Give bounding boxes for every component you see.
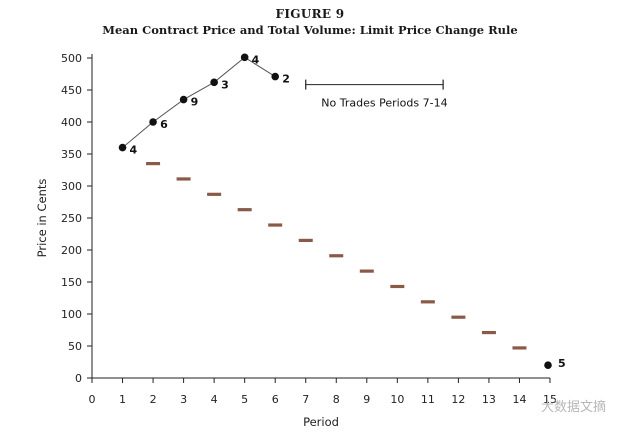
x-tick-label: 8 (333, 393, 340, 406)
chart-title: Mean Contract Price and Total Volume: Li… (102, 23, 518, 37)
price-limit-dash (268, 223, 283, 227)
price-limit-dash (329, 254, 344, 258)
price-point (118, 143, 127, 152)
y-tick-label: 100 (61, 308, 82, 321)
x-tick-label: 0 (89, 393, 96, 406)
price-point (271, 72, 280, 81)
price-limit-dash (237, 208, 252, 212)
y-tick-label: 350 (61, 148, 82, 161)
price-point (210, 78, 218, 87)
price-limit-dash (146, 162, 161, 166)
price-line-series: 4 6 9 3 4 2 5 (118, 53, 566, 370)
price-limit-dash (207, 192, 222, 196)
x-tick-label: 11 (421, 393, 435, 406)
price-limit-dash (359, 269, 374, 273)
x-tick-label: 14 (512, 393, 526, 406)
volume-label: 9 (191, 96, 199, 109)
y-axis-title: Price in Cents (35, 179, 49, 258)
price-limit-dash (298, 238, 313, 242)
no-trades-note: No Trades Periods 7-14 (321, 97, 447, 110)
volume-label: 3 (221, 78, 229, 91)
y-tick-label: 400 (61, 116, 82, 129)
price-limit-dash (512, 346, 527, 350)
price-limit-dash (481, 330, 496, 335)
price-limit-dash (451, 315, 466, 319)
price-point (179, 95, 188, 104)
x-tick-label: 12 (451, 393, 465, 406)
y-tick-label: 300 (61, 180, 82, 193)
y-tick-label: 0 (75, 372, 82, 385)
price-point (544, 361, 552, 370)
y-tick-label: 200 (61, 244, 82, 257)
x-tick-label: 6 (272, 393, 279, 406)
price-point (240, 53, 249, 62)
volume-label: 4 (252, 53, 260, 66)
dash-series (146, 162, 527, 350)
price-line (122, 56, 276, 148)
x-tick-label: 15 (543, 393, 557, 406)
y-tick-label: 50 (68, 340, 82, 353)
y-tick-label: 450 (61, 84, 82, 97)
x-tick-label: 2 (150, 393, 157, 406)
volume-label: 5 (558, 357, 566, 370)
x-tick-label: 7 (302, 393, 309, 406)
price-limit-dash (390, 284, 405, 289)
y-tick-label: 250 (61, 212, 82, 225)
figure-label: FIGURE 9 (275, 7, 345, 21)
x-axis-title: Period (303, 415, 339, 429)
x-tick-label: 9 (363, 393, 370, 406)
annotations: No Trades Periods 7-14 (305, 79, 448, 110)
x-tick-label: 4 (211, 393, 218, 406)
volume-label: 2 (282, 73, 290, 86)
watermark: 大数据文摘 (540, 400, 606, 415)
y-tick-label: 150 (61, 276, 82, 289)
x-tick-label: 1 (119, 393, 126, 406)
price-limit-dash (420, 300, 435, 304)
x-tick-label: 5 (241, 393, 248, 406)
volume-label: 6 (160, 118, 168, 131)
volume-label: 4 (130, 144, 138, 157)
price-limit-dash (176, 177, 191, 181)
y-tick-label: 500 (61, 52, 82, 65)
x-tick-label: 10 (390, 393, 404, 406)
price-point (149, 118, 157, 126)
x-tick-label: 3 (180, 393, 187, 406)
x-tick-label: 13 (482, 393, 496, 406)
